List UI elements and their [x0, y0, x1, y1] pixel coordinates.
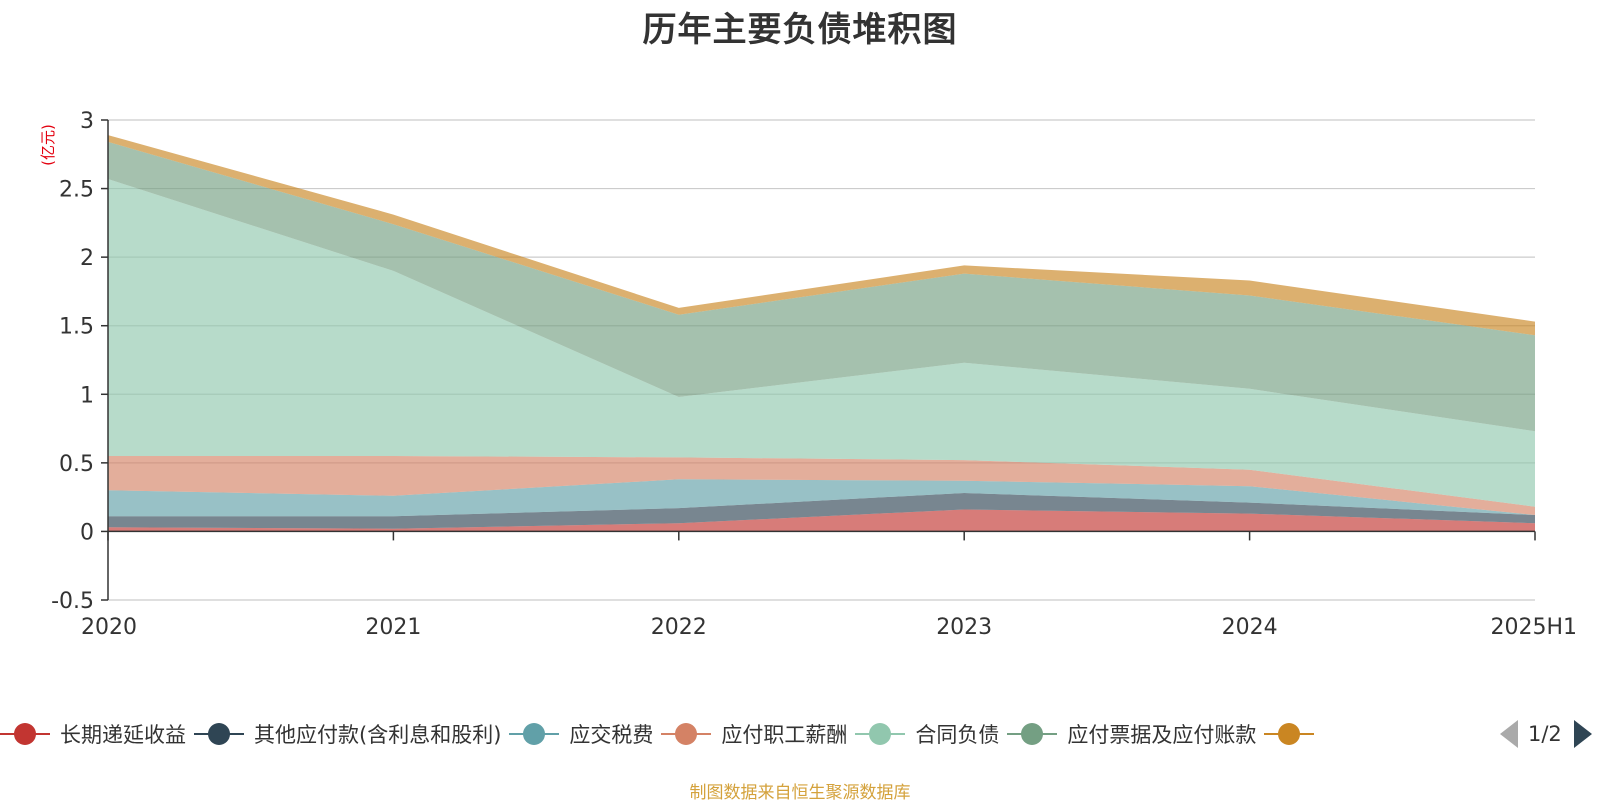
legend-item-7[interactable]: [1264, 721, 1324, 747]
legend-marker-icon: [855, 721, 906, 747]
legend-marker-icon: [661, 721, 712, 747]
area-series-1: [108, 509, 1535, 532]
data-source-note: 制图数据来自恒生聚源数据库: [689, 783, 911, 803]
x-tick-label: 2024: [1222, 615, 1278, 640]
y-tick-label: -0.5: [51, 589, 94, 614]
legend-marker-icon: [0, 721, 50, 747]
legend-marker-icon: [1264, 721, 1315, 747]
legend-marker-icon: [194, 721, 244, 747]
x-tick-label: 2020: [81, 615, 137, 640]
legend-item-6[interactable]: 应付票据及应付账款: [1007, 719, 1256, 749]
legend-page-number: 1/2: [1528, 722, 1562, 746]
legend-item-5[interactable]: 合同负债: [855, 719, 999, 749]
legend-label: 其他应付款(含利息和股利): [254, 723, 502, 747]
area-series-5: [108, 179, 1535, 507]
legend-pager: 1/2: [1500, 716, 1592, 752]
y-tick-label: 0: [80, 520, 94, 545]
y-axis-unit-label: (亿元): [39, 124, 57, 166]
x-tick-label: 2021: [365, 615, 421, 640]
legend-item-3[interactable]: 应交税费: [509, 719, 653, 749]
y-tick-label: 0.5: [59, 452, 94, 477]
legend-item-1[interactable]: 长期递延收益: [0, 719, 186, 749]
chart-title: 历年主要负债堆积图: [642, 10, 958, 50]
x-tick-label: 2025H1: [1490, 615, 1577, 640]
area-series-3: [108, 479, 1535, 517]
area-series-6: [108, 141, 1535, 432]
legend-marker-icon: [1007, 721, 1058, 747]
legend-prev-page-icon[interactable]: [1500, 720, 1518, 748]
y-tick-label: 1.5: [59, 315, 94, 340]
x-tick-label: 2022: [651, 615, 707, 640]
x-tick-label: 2023: [936, 615, 992, 640]
area-series: [108, 135, 1535, 532]
legend-label: 长期递延收益: [60, 723, 186, 747]
y-tick-label: 2: [80, 246, 94, 271]
legend-marker-icon: [509, 721, 560, 747]
chart-legend: 长期递延收益 其他应付款(含利息和股利) 应交税费 应付职工薪酬 合同负债 应付票据及应付…: [0, 716, 1600, 752]
legend-item-2[interactable]: 其他应付款(含利息和股利): [194, 719, 501, 749]
legend-label: 合同负债: [915, 723, 1000, 747]
legend-next-page-icon[interactable]: [1573, 720, 1592, 748]
y-tick-label: 1: [80, 383, 94, 408]
legend-label: 应交税费: [569, 723, 654, 747]
y-tick-label: 2.5: [59, 178, 94, 203]
legend-label: 应付票据及应付账款: [1067, 723, 1257, 747]
legend-label: 应付职工薪酬: [721, 723, 848, 747]
area-series-7: [108, 135, 1535, 336]
area-series-2: [108, 493, 1535, 529]
legend-item-4[interactable]: 应付职工薪酬: [661, 719, 847, 749]
y-tick-label: 3: [80, 109, 94, 134]
area-series-4: [108, 456, 1535, 515]
